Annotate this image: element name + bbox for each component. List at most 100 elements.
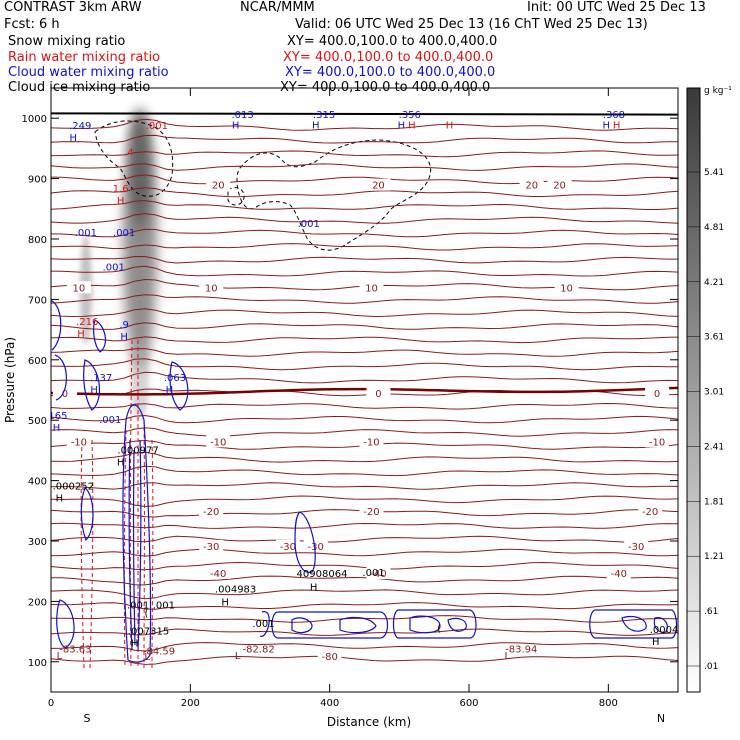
- contour-annotation: .001: [146, 121, 168, 132]
- cloud-water-blob-4: [83, 359, 100, 411]
- isotherm-label-bg: [275, 539, 300, 552]
- y-tick-label-300: 300: [28, 537, 47, 548]
- isotherm-line: [51, 348, 678, 357]
- isotherm-label: 20: [212, 181, 225, 192]
- contour-annotation: .001: [362, 568, 384, 579]
- isotherm-label: 10: [560, 283, 573, 294]
- isotherm-line: [51, 174, 678, 185]
- isotherm-line: [51, 308, 678, 318]
- contour-annotation: H: [312, 120, 320, 131]
- contour-annotation: H: [90, 385, 98, 396]
- contour-annotation: .001: [153, 601, 175, 612]
- isotherm-label-bg: [554, 281, 579, 294]
- isotherm-line: [51, 358, 678, 371]
- isotherm-label-bg: [206, 178, 231, 191]
- init-time: Init: 00 UTC Wed 25 Dec 13: [527, 0, 706, 15]
- cloud-ice-contours: [94, 120, 432, 251]
- cloud-water-blob-5: [169, 361, 189, 411]
- isotherm-label: 20: [553, 181, 566, 192]
- contour-annotation: H: [310, 583, 318, 594]
- contour-annotations: L-83.63L-84.59 L-82.82L-83.94H.007315(.00…: [51, 77, 679, 663]
- isotherm-label: -10: [71, 437, 87, 448]
- x-tick-label-400: 400: [320, 698, 339, 709]
- snow-shading: [80, 110, 157, 420]
- contour-annotation: 0: [121, 77, 127, 88]
- isotherm-label-bg: [366, 387, 391, 400]
- colorbar-label: .61: [704, 607, 718, 617]
- colorbar-label: 4.21: [704, 278, 724, 288]
- isotherm-line: [51, 163, 678, 171]
- isotherm-label-bg: [645, 387, 670, 400]
- isotherm-label-bg: [317, 649, 342, 662]
- y-tick-label-1000: 1000: [22, 114, 47, 125]
- rain-core-a: [123, 429, 127, 669]
- y-tick-label-800: 800: [28, 235, 47, 246]
- cloud-water-blob-3: [93, 319, 107, 353]
- isotherm-line: [51, 118, 678, 131]
- contour-annotation: -82.82: [242, 645, 274, 656]
- isotherm-label-bg: [359, 504, 384, 517]
- isotherm-label-bg: [303, 539, 328, 552]
- isotherm-line: [51, 414, 678, 424]
- isotherm-label: -30: [280, 542, 296, 553]
- x-axis-label: Distance (km): [327, 715, 411, 729]
- contour-annotation: H: [56, 494, 64, 505]
- isotherm-label-bg: [366, 178, 391, 191]
- y-tick-label-600: 600: [28, 356, 47, 367]
- contour-annotation: .013: [231, 110, 253, 121]
- isotherm-line: [51, 575, 678, 586]
- isotherm-label: -40: [611, 569, 627, 580]
- cloud-water-blob-7: [294, 511, 316, 573]
- contour-annotation: H: [131, 639, 139, 650]
- isotherm-line: [51, 642, 678, 652]
- colorbar: g kg⁻¹ 5.41 4.81 4.21 3.61 3.01 2.41 1.81 1.21.…: [686, 86, 732, 693]
- contour-annotation: .001: [252, 619, 274, 630]
- contour-annotation: .0004: [650, 625, 679, 636]
- valid-time: Valid: 06 UTC Wed 25 Dec 13 (16 ChT Wed …: [295, 17, 648, 32]
- isotherm-label: -30: [203, 542, 219, 553]
- cloud-water-band-3: [392, 609, 477, 639]
- isotherm-label: 0: [375, 389, 381, 400]
- isotherm-line: [51, 200, 678, 210]
- cloud-water-blob-6: [80, 487, 94, 542]
- contour-annotation: H: [602, 120, 610, 131]
- contour-annotation: H: [446, 120, 454, 131]
- isotherm-line: [51, 628, 678, 636]
- contour-annotation: .000252: [53, 482, 94, 493]
- isotherm-line: [51, 187, 678, 198]
- field-snow-label: Snow mixing ratio: [8, 34, 126, 49]
- center-title: NCAR/MMM: [240, 0, 315, 15]
- y-tick-label-400: 400: [28, 477, 47, 488]
- isotherm-label-bg: [199, 539, 224, 552]
- contour-annotation: .000977: [117, 445, 158, 456]
- isotherm-line: [51, 427, 678, 437]
- colorbar-unit: g kg⁻¹: [704, 86, 732, 96]
- contour-annotation: H: [652, 637, 660, 648]
- cloud-water-blob-1: [51, 299, 62, 351]
- cloud-water-band-5: [589, 609, 678, 639]
- isotherm-line: [51, 522, 678, 529]
- contour-annotation: .315: [313, 110, 335, 121]
- contour-annotation: .137: [90, 373, 112, 384]
- snow-plume-core: [130, 110, 150, 230]
- forecast-hour: Fcst: 6 h: [4, 17, 60, 32]
- y-tick-label-700: 700: [28, 295, 47, 306]
- isotherm-label-bg: [52, 387, 77, 400]
- isotherm-line: [51, 322, 678, 330]
- ground-line: [51, 112, 678, 116]
- cloud-ice-contour-small: [227, 187, 245, 206]
- isotherm-label: 10: [205, 283, 218, 294]
- model-title: CONTRAST 3km ARW: [4, 0, 142, 15]
- contour-annotation: .356: [399, 110, 421, 121]
- contour-annotation: 40908064: [297, 569, 348, 580]
- isotherm-label: 0: [654, 389, 660, 400]
- x-tick-label-600: 600: [459, 698, 478, 709]
- contour-annotation: H: [613, 120, 621, 131]
- isotherm-label: 0: [62, 389, 68, 400]
- isotherm-line: [51, 655, 678, 665]
- isotherm-label-bg: [199, 504, 224, 517]
- isotherm-line: [51, 150, 678, 158]
- isotherm-line: [51, 213, 678, 224]
- plot-frame: [50, 87, 679, 693]
